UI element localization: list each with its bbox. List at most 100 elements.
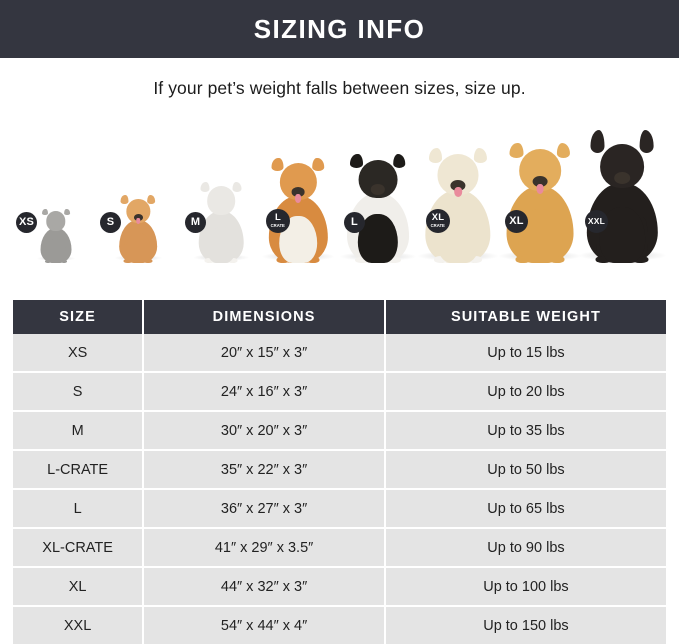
table-header-row: SIZE DIMENSIONS SUITABLE WEIGHT xyxy=(13,300,666,334)
size-badge-label: XL xyxy=(509,215,524,227)
size-badge-label: XS xyxy=(18,216,35,228)
cell-size: M xyxy=(13,412,145,451)
pet-shiba-inu xyxy=(261,157,335,270)
pet-illustration xyxy=(340,147,416,263)
pet-chest xyxy=(206,226,236,263)
pet-ear xyxy=(120,195,129,204)
pet-ear xyxy=(63,208,70,216)
size-badge-label: S xyxy=(106,216,115,228)
pet-ear xyxy=(42,208,49,216)
pet-ear xyxy=(350,153,363,168)
cell-weight: Up to 15 lbs xyxy=(385,334,666,373)
cell-size: XL xyxy=(13,568,145,607)
cell-weight: Up to 35 lbs xyxy=(385,412,666,451)
cell-size: L xyxy=(13,490,145,529)
pet-chest xyxy=(125,232,151,263)
sizing-table: SIZE DIMENSIONS SUITABLE WEIGHT XS 20″ x … xyxy=(13,300,666,644)
pet-paw xyxy=(595,255,612,263)
pet-golden-retriever xyxy=(498,142,582,270)
cell-dimensions: 54″ x 44″ x 4″ xyxy=(144,607,386,644)
size-badge-l: L xyxy=(344,212,365,233)
pet-tongue xyxy=(294,193,302,203)
pet-paw xyxy=(204,258,215,263)
pet-labrador xyxy=(418,148,498,270)
pet-snout xyxy=(52,223,60,229)
pet-snout xyxy=(532,175,548,188)
pet-ear xyxy=(590,130,605,154)
table-row: XXL 54″ x 44″ x 4″ Up to 150 lbs xyxy=(13,607,666,644)
table-row: XS 20″ x 15″ x 3″ Up to 15 lbs xyxy=(13,334,666,373)
table-row: M 30″ x 20″ x 3″ Up to 35 lbs xyxy=(13,412,666,451)
pet-paw xyxy=(227,258,238,263)
cell-dimensions: 24″ x 16″ x 3″ xyxy=(144,373,386,412)
cell-dimensions: 41″ x 29″ x 3.5″ xyxy=(144,529,386,568)
pet-ear xyxy=(556,142,571,159)
cell-dimensions: 36″ x 27″ x 3″ xyxy=(144,490,386,529)
pet-paw xyxy=(306,256,320,263)
pet-illustration xyxy=(498,135,582,263)
pet-paw xyxy=(44,259,52,263)
pet-ear xyxy=(509,142,523,159)
cell-size: XL-CRATE xyxy=(13,529,145,568)
table-row: S 24″ x 16″ x 3″ Up to 20 lbs xyxy=(13,373,666,412)
pet-paw xyxy=(387,256,401,263)
pet-border-collie xyxy=(340,153,416,270)
cell-weight: Up to 50 lbs xyxy=(385,451,666,490)
column-header-size: SIZE xyxy=(13,300,145,334)
pet-size-lineup: XS S M L CRATE L XL CRATE XL XXL xyxy=(0,118,679,270)
pet-paw xyxy=(467,256,482,263)
cell-size: XXL xyxy=(13,607,145,644)
size-badge-label: XL xyxy=(431,212,445,224)
pet-ear xyxy=(200,182,210,193)
pet-paw xyxy=(434,256,449,263)
pet-ear xyxy=(393,153,406,168)
table-row: XL-CRATE 41″ x 29″ x 3.5″ Up to 90 lbs xyxy=(13,529,666,568)
cell-weight: Up to 150 lbs xyxy=(385,607,666,644)
pet-ear xyxy=(639,130,654,154)
cell-weight: Up to 90 lbs xyxy=(385,529,666,568)
pet-snout xyxy=(291,186,305,197)
column-header-suitable-weight: SUITABLE WEIGHT xyxy=(385,300,666,334)
pet-paw xyxy=(276,256,290,263)
pet-snout xyxy=(215,204,227,213)
pet-paw xyxy=(123,259,133,263)
subtitle-container: If your pet’s weight falls between sizes… xyxy=(0,58,679,118)
sizing-note: If your pet’s weight falls between sizes… xyxy=(153,77,526,98)
size-badge-m: M xyxy=(185,212,206,233)
size-badge-xs: XS xyxy=(16,212,37,233)
size-badge-xl: XL xyxy=(505,210,528,233)
pet-ear xyxy=(428,148,442,163)
pet-ear xyxy=(474,148,488,163)
size-badge-s: S xyxy=(100,212,121,233)
pet-ear xyxy=(232,182,242,193)
cell-size: XS xyxy=(13,334,145,373)
cell-dimensions: 20″ x 15″ x 3″ xyxy=(144,334,386,373)
pet-doberman xyxy=(578,130,666,270)
pet-paw xyxy=(355,256,369,263)
size-badge-xxl: XXL xyxy=(585,210,608,233)
pet-chest xyxy=(45,238,67,263)
cell-dimensions: 44″ x 32″ x 3″ xyxy=(144,568,386,607)
pet-snout xyxy=(370,184,386,195)
pet-ear xyxy=(147,195,156,204)
pet-head xyxy=(125,198,151,223)
pet-snout xyxy=(450,180,466,192)
cell-weight: Up to 100 lbs xyxy=(385,568,666,607)
pet-paw xyxy=(515,255,531,263)
pet-head xyxy=(46,211,66,231)
pet-tongue xyxy=(454,187,462,198)
pet-pomeranian xyxy=(114,195,162,270)
pet-illustration xyxy=(261,151,335,263)
pet-paw xyxy=(60,259,68,263)
cell-weight: Up to 20 lbs xyxy=(385,373,666,412)
cell-weight: Up to 65 lbs xyxy=(385,490,666,529)
cell-dimensions: 35″ x 22″ x 3″ xyxy=(144,451,386,490)
pet-tongue xyxy=(135,218,141,225)
size-badge-label: L xyxy=(274,212,281,224)
table-row: L-CRATE 35″ x 22″ x 3″ Up to 50 lbs xyxy=(13,451,666,490)
pet-snout xyxy=(613,171,631,184)
pet-tongue xyxy=(536,183,544,194)
size-badge-sublabel: CRATE xyxy=(430,223,446,228)
table-row: XL 44″ x 32″ x 3″ Up to 100 lbs xyxy=(13,568,666,607)
pet-ear xyxy=(271,157,284,172)
